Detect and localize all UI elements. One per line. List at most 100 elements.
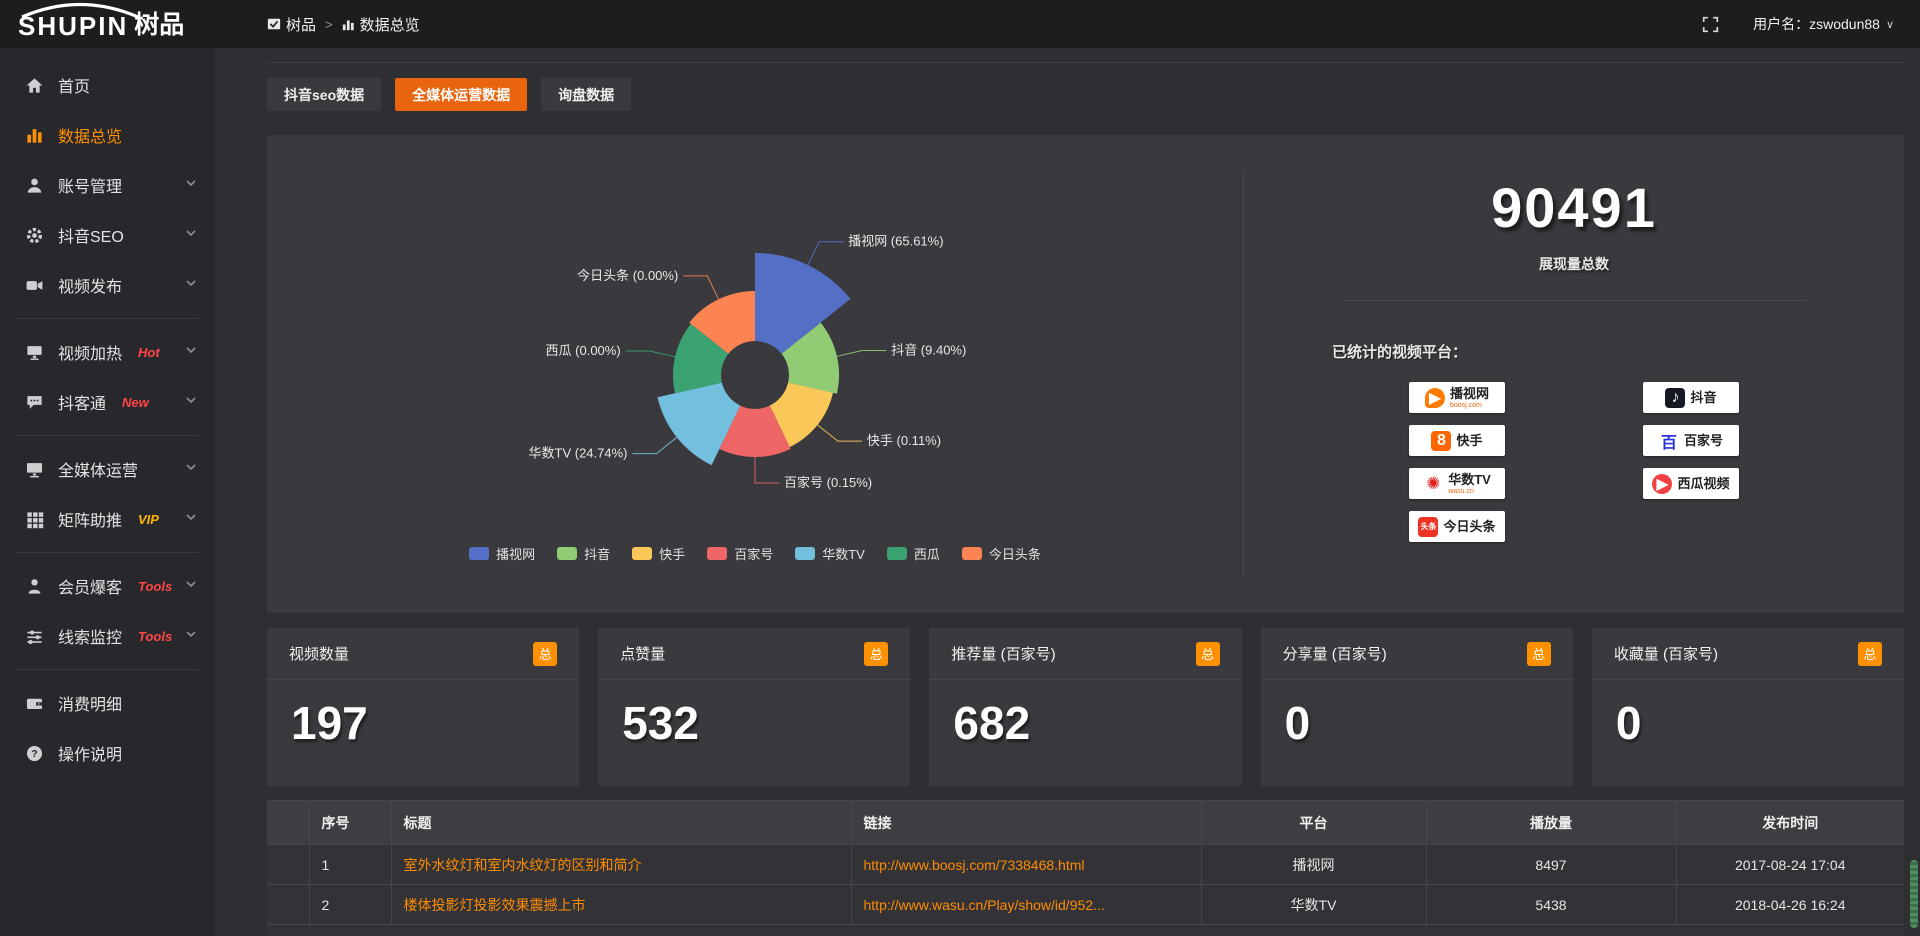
breadcrumb-root[interactable]: 树品 [267, 14, 316, 35]
chevron-down-icon [185, 276, 197, 294]
chevron-down-icon [185, 393, 197, 411]
platform-name: 播视网 [1449, 385, 1489, 401]
pie-slice-label: 今日头条 (0.00%) [577, 268, 678, 283]
pie-slice-3[interactable]: 快手 [769, 382, 833, 448]
sidebar-item-10[interactable]: 会员爆客 Tools [0, 561, 215, 611]
video-url-link[interactable]: http://www.boosj.com/7338468.html [863, 856, 1085, 873]
legend-item-6[interactable]: 西瓜 [886, 544, 940, 563]
pie-slice-6[interactable]: 西瓜 [673, 323, 729, 394]
legend-item-3[interactable]: 快手 [632, 544, 685, 563]
stat-card-header: 视频数量 总 [267, 628, 580, 680]
platform-badge-wasu: ✺ 华数TV wasu.cn [1409, 468, 1505, 499]
stat-card-value: 0 [1615, 697, 1642, 749]
video-title-link[interactable]: 室外水纹灯和室内水纹灯的区别和简介 [403, 856, 642, 873]
sidebar-divider [16, 669, 199, 670]
tab-3[interactable]: 询盘数据 [541, 78, 632, 111]
app-square-icon [267, 18, 281, 30]
display-icon [24, 459, 44, 479]
video-title-link[interactable]: 楼体投影灯投影效果震撼上市 [403, 896, 586, 913]
total-badge[interactable]: 总 [864, 641, 889, 666]
platform-share-chart: 播视网播视网 (65.61%)抖音抖音 (9.40%)快手快手 (0.11%)百… [267, 135, 1243, 613]
pie-slice-2[interactable]: 抖音 [781, 322, 840, 394]
user-menu[interactable]: 用户名：zswodun88 ∨ [1753, 14, 1894, 34]
boosj-logo-icon: ▶ [1424, 387, 1445, 408]
impressions-total-label: 展现量总数 [1539, 256, 1609, 272]
sidebar-item-label: 视频加热 [58, 346, 123, 363]
legend-item-7[interactable]: 今日头条 [961, 544, 1041, 563]
summary-divider [1341, 300, 1807, 301]
sidebar-item-7[interactable]: 抖客通 New [0, 377, 215, 427]
sidebar-item-11[interactable]: 线索监控 Tools [0, 611, 215, 661]
cell-index: 1 [309, 844, 392, 885]
pie-slice-7[interactable]: 今日头条 [689, 291, 755, 354]
sidebar-item-5[interactable]: 视频发布 [0, 260, 215, 310]
home-icon [24, 75, 44, 95]
stat-card-title: 分享量 (百家号) [1282, 646, 1387, 663]
fullscreen-icon[interactable] [1702, 16, 1719, 33]
stat-card-header: 推荐量 (百家号) 总 [929, 628, 1242, 680]
platform-badge-toutiao: 头条 今日头条 [1409, 511, 1505, 542]
toutiao-logo-icon: 头条 [1418, 516, 1439, 537]
total-badge[interactable]: 总 [1526, 641, 1551, 666]
total-badge[interactable]: 总 [1858, 641, 1883, 666]
pie-slice-1[interactable]: 播视网 [755, 253, 851, 354]
legend-item-2[interactable]: 抖音 [557, 544, 610, 563]
total-badge[interactable]: 总 [533, 641, 558, 666]
legend-item-1[interactable]: 播视网 [469, 544, 535, 563]
sidebar-item-label: 数据总览 [58, 129, 123, 146]
tab-1[interactable]: 抖音seo数据 [267, 78, 382, 111]
sidebar-item-6[interactable]: 视频加热 Hot [0, 327, 215, 377]
legend-swatch [707, 547, 728, 560]
legend-item-4[interactable]: 百家号 [707, 544, 773, 563]
logo-text-en: SHUPIN [18, 11, 129, 41]
stat-card-value: 197 [291, 697, 368, 749]
sidebar-item-1[interactable]: 首页 [0, 60, 215, 110]
bar-icon [24, 125, 44, 145]
platform-badge-boosj: ▶ 播视网 boosj.com [1409, 382, 1505, 413]
total-badge[interactable]: 总 [1195, 641, 1220, 666]
platform-badge-kuaishou: 8 快手 [1409, 425, 1505, 456]
cell-platform: 华数TV [1201, 884, 1427, 925]
panel-vertical-divider [1243, 171, 1244, 577]
sidebar-item-label: 全媒体运营 [58, 463, 139, 480]
sidebar-item-4[interactable]: 抖音SEO [0, 210, 215, 260]
pie-slice-4[interactable]: 百家号 [719, 405, 791, 458]
pie-label-leader [807, 241, 844, 266]
stat-card-value: 0 [1284, 697, 1311, 749]
breadcrumb-separator: > [325, 16, 333, 32]
sidebar-item-label: 矩阵助推 [58, 513, 123, 530]
cell-views: 8497 [1426, 844, 1677, 885]
stat-cards-row: 视频数量总 197 点赞量总 532 推荐量 (百家号) 总 682 分享量 (百家号) 总 0 收… [267, 628, 1905, 786]
sidebar-item-label: 抖客通 [58, 396, 107, 413]
platform-badge-douyin: ♪ 抖音 [1643, 382, 1739, 413]
tab-2[interactable]: 全媒体运营数据 [395, 78, 528, 111]
scrollbar-thumb[interactable] [1910, 860, 1918, 928]
sidebar-item-8[interactable]: 全媒体运营 [0, 444, 215, 494]
summary-panel: 90491 展现量总数 已统计的视频平台： ▶ 播视网 boosj.com ♪ 抖音 8 快… [1244, 135, 1904, 613]
sidebar-item-2[interactable]: 数据总览 [0, 110, 215, 160]
pie-slice-label: 华数TV (24.74%) [529, 446, 628, 461]
platform-badge-xigua: ▶ 西瓜视频 [1643, 468, 1739, 499]
pie-slice-5[interactable]: 华数TV [657, 382, 741, 466]
legend-item-5[interactable]: 华数TV [795, 544, 865, 563]
column-header-1: 序号 [309, 800, 392, 845]
sidebar-item-badge: New [122, 394, 149, 410]
sidebar-item-9[interactable]: 矩阵助推 VIP [0, 494, 215, 544]
overview-panel: 播视网播视网 (65.61%)抖音抖音 (9.40%)快手快手 (0.11%)百… [267, 135, 1904, 613]
sliders-icon [24, 626, 44, 646]
stat-card-3: 推荐量 (百家号) 总 682 [929, 628, 1242, 786]
sidebar-item-3[interactable]: 账号管理 [0, 160, 215, 210]
breadcrumb-current[interactable]: 数据总览 [342, 14, 420, 35]
chevron-down-icon [185, 627, 197, 645]
cell-index: 2 [309, 884, 392, 925]
legend-swatch [961, 547, 982, 560]
chart-legend: 播视网 抖音 快手 百家号 华数TV 西瓜 今日头条 [267, 544, 1243, 563]
video-url-link[interactable]: http://www.wasu.cn/Play/show/id/952... [863, 896, 1105, 913]
breadcrumb: 树品 > 数据总览 [215, 14, 420, 35]
sidebar-item-12[interactable]: 消费明细 [0, 678, 215, 728]
pie-slice-label: 西瓜 (0.00%) [546, 343, 621, 358]
header-divider [267, 62, 1904, 63]
platform-name: 华数TV [1448, 471, 1491, 487]
sidebar-item-13[interactable]: ? 操作说明 [0, 728, 215, 778]
